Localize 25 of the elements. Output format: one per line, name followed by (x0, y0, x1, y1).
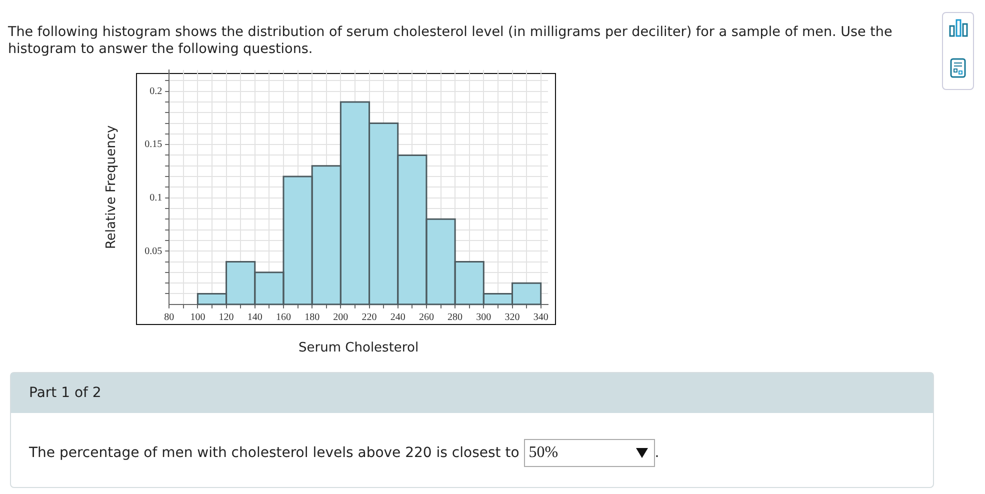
text: The percentage of men with cholesterol levels above 220 is closest to (29, 444, 520, 461)
chart-title: The following histogram shows the distribution of serum cholesterol level (in milligrams per deciliter) for a sample of men. Use the histogram to answer the following questions. (8, 24, 894, 58)
x-tick-label: 220 (362, 312, 377, 324)
x-tick-label: 300 (476, 312, 492, 324)
x-tick-label: 80 (164, 312, 174, 324)
y-tick-label: 0.05 (144, 246, 162, 257)
text: Part 1 of 2 (11, 373, 933, 413)
x-tick-label: 280 (448, 312, 463, 324)
y-tick-label: 0.1 (150, 192, 162, 204)
x-tick-label: 120 (218, 312, 234, 324)
x-tick-label: 180 (304, 312, 320, 324)
x-tick-label: 320 (504, 312, 520, 324)
y-tick-label: 0.15 (144, 139, 162, 150)
x-tick-label: 160 (276, 312, 291, 324)
y-axis-title: Relative Frequency (104, 125, 120, 250)
x-axis-title: Serum Cholesterol (298, 340, 419, 356)
x-tick-label: 260 (418, 312, 434, 324)
x-tick-label: 100 (190, 312, 206, 324)
x-tick-label: 140 (247, 312, 262, 324)
x-tick-label: 340 (533, 312, 548, 324)
y-tick-label: 0.2 (150, 86, 162, 97)
x-tick-label: 200 (333, 312, 348, 324)
x-tick-label: 240 (390, 312, 406, 324)
text: . (654, 444, 660, 461)
text: 50% (528, 444, 558, 461)
